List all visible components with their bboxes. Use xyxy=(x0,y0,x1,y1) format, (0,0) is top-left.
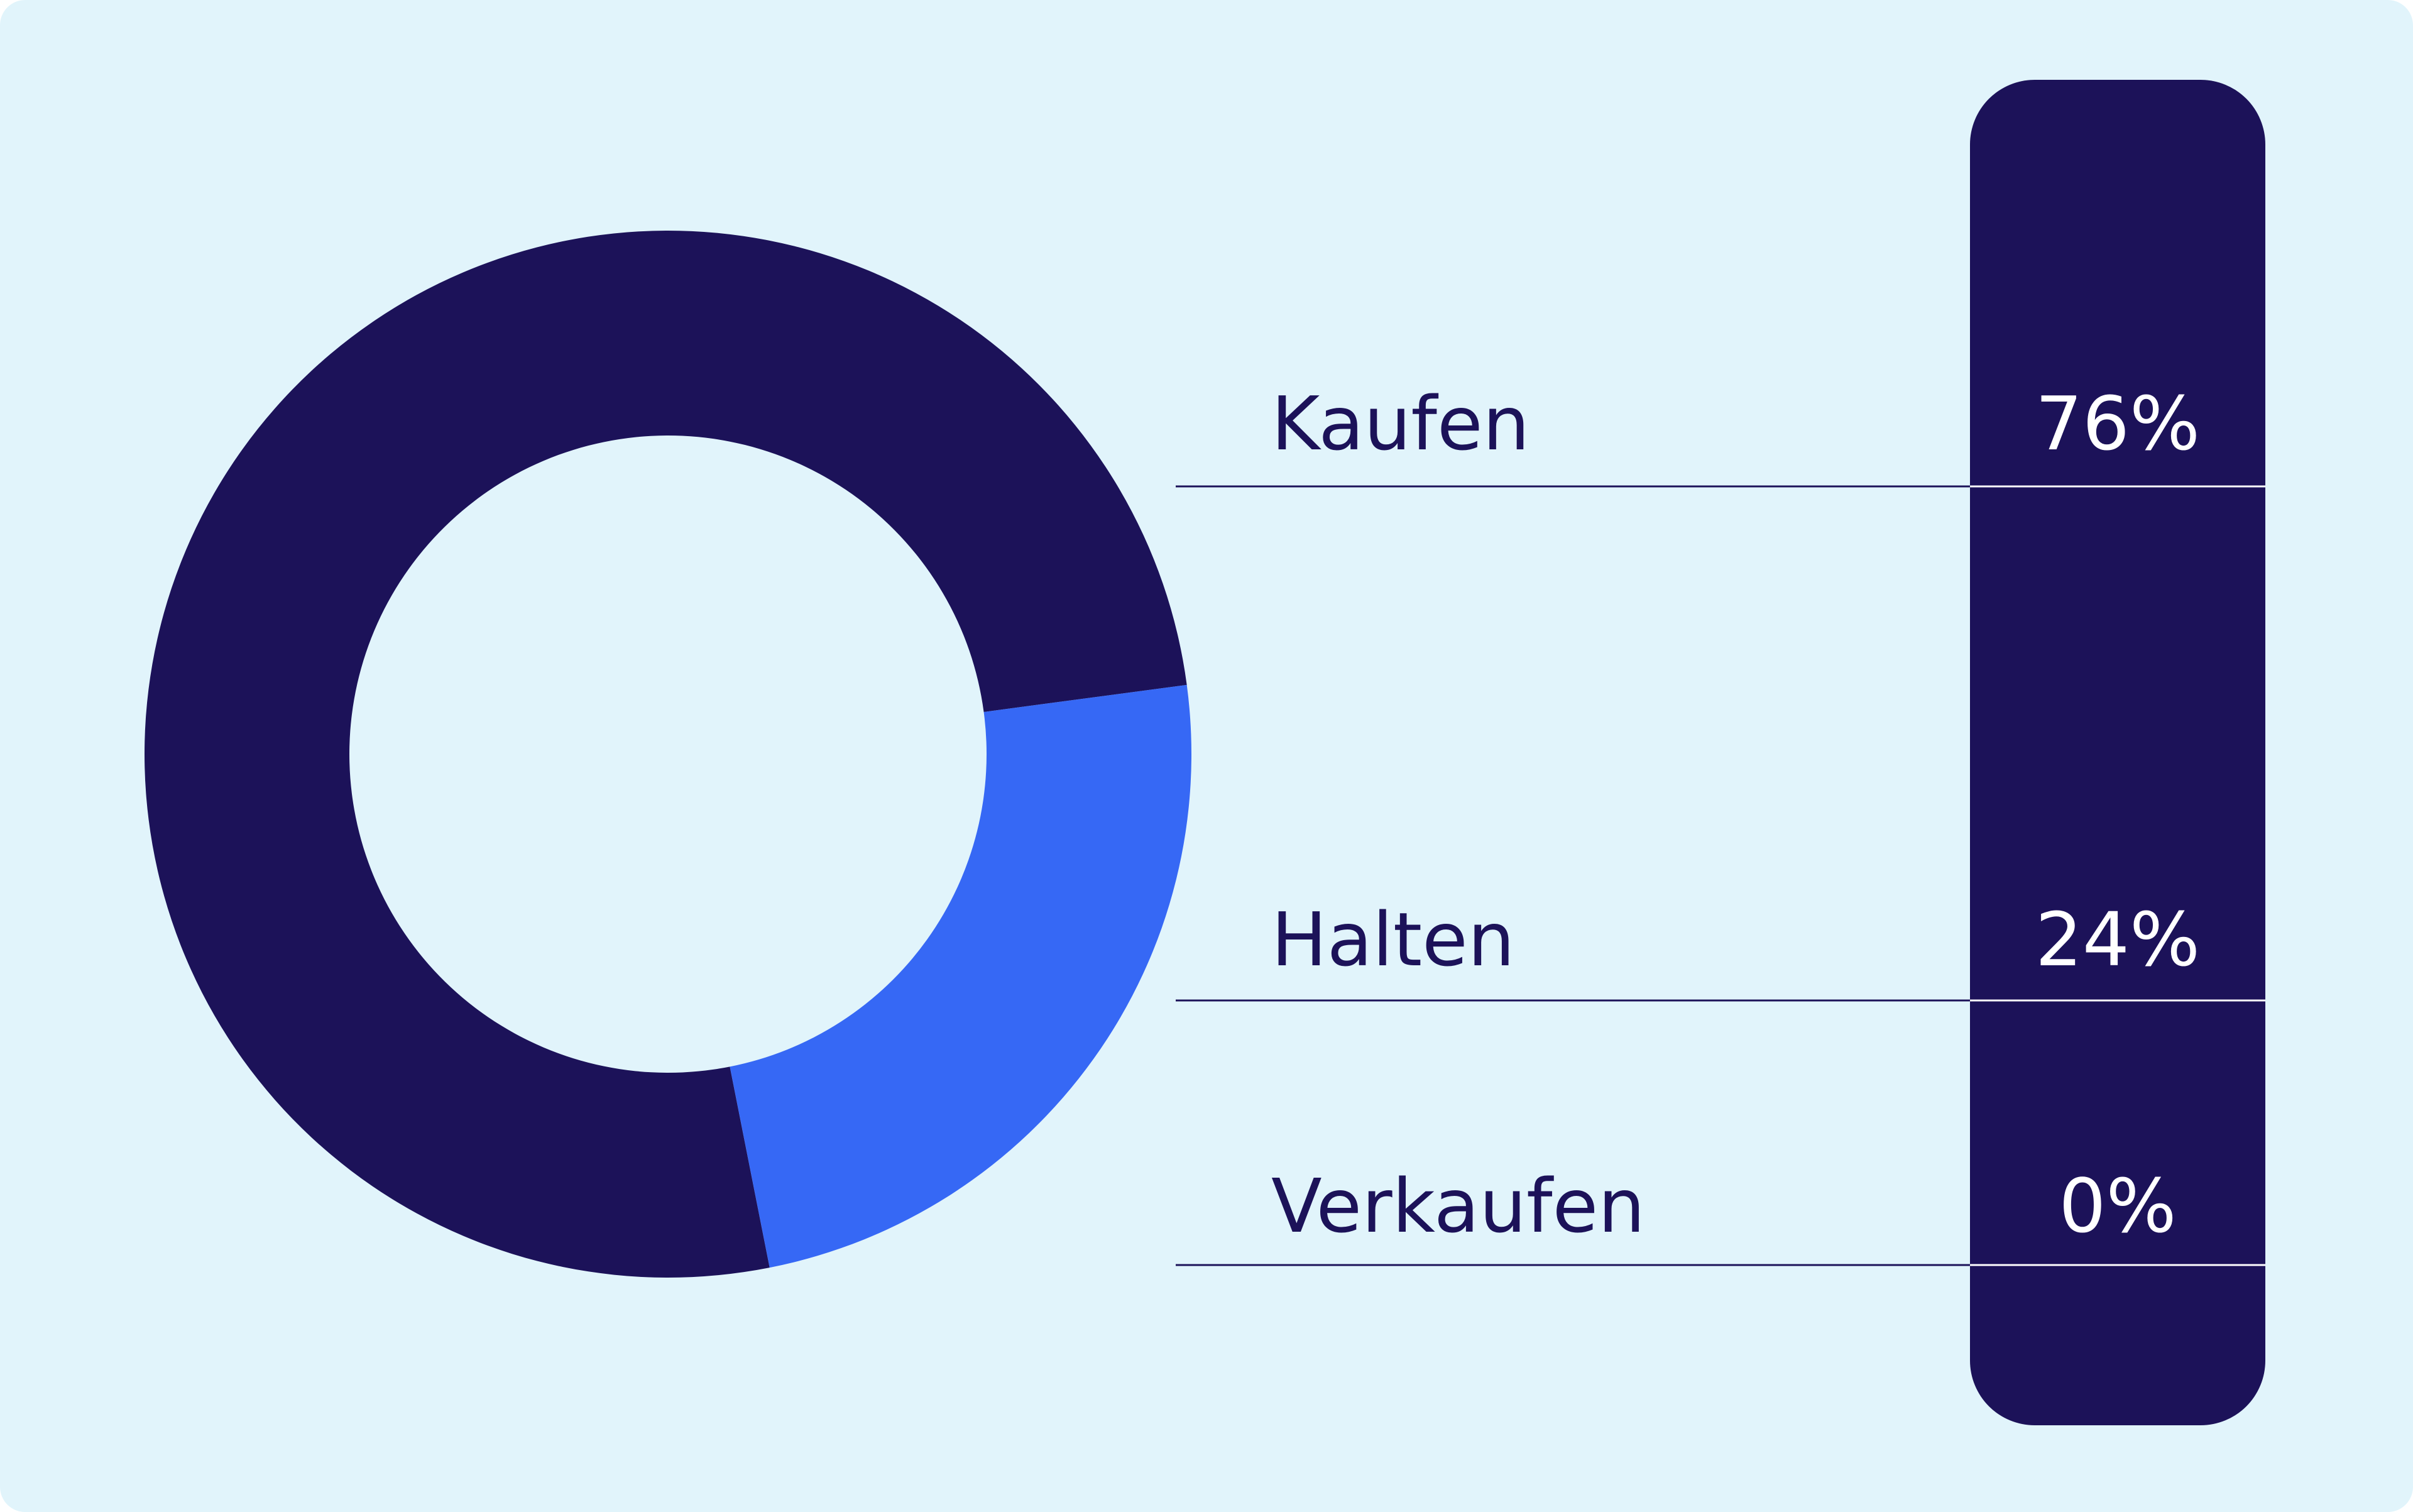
legend-label: Halten xyxy=(1271,896,1514,983)
value-column xyxy=(1970,80,2265,1425)
value-label: 0% xyxy=(2059,1163,2176,1249)
value-label: 76% xyxy=(2035,380,2200,467)
pie-slice xyxy=(144,230,1187,1278)
legend-label: Kaufen xyxy=(1271,380,1529,467)
legend-label: Verkaufen xyxy=(1271,1163,1645,1249)
value-label: 24% xyxy=(2035,896,2200,983)
pie-slice xyxy=(730,684,1191,1268)
